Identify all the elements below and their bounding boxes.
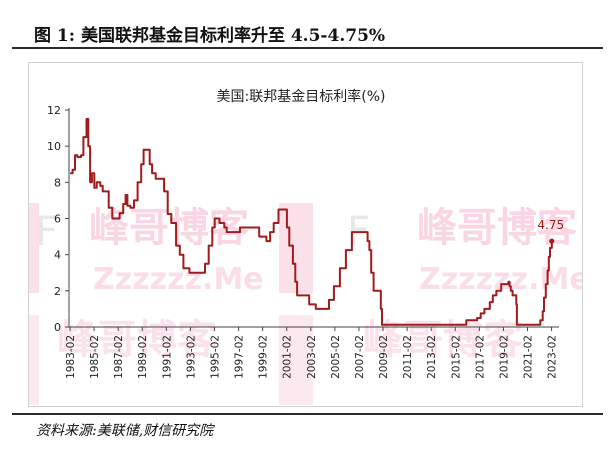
x-tick-label: 1989-02 — [137, 335, 149, 379]
source-note: 资料来源:美联储,财信研究院 — [36, 423, 214, 439]
data-label-marker — [549, 238, 555, 244]
y-tick-label: 4 — [54, 249, 61, 262]
watermark-block — [5, 315, 39, 405]
watermark-block — [279, 315, 313, 405]
x-tick-label: 1997-02 — [234, 335, 246, 379]
x-tick-label: 1993-02 — [185, 335, 197, 379]
chart-frame: 峰哥博客 峰哥博客 峰哥博客 峰哥博客 Zzzzzz.Me Zzzzzz.Me F F 美国:… — [5, 62, 590, 407]
watermark-brand: 峰哥博客 — [57, 317, 217, 363]
y-tick-label: 2 — [54, 285, 61, 298]
watermark-url: Zzzzzz.Me — [93, 262, 264, 297]
x-tick-label: 2013-02 — [426, 335, 438, 379]
data-label: 4.75 — [537, 218, 564, 232]
bottom-rule — [12, 413, 603, 415]
x-tick-label: 2001-02 — [282, 335, 294, 379]
y-tick-label: 12 — [47, 104, 61, 117]
x-tick-label: 2005-02 — [330, 335, 342, 379]
x-tick-label: 1987-02 — [113, 335, 125, 379]
x-tick-label: 2023-02 — [547, 335, 559, 379]
x-tick-label: 2011-02 — [402, 335, 414, 379]
axes: 0 2 4 6 8 10 12 1983-02 1985-02 1987-02 1989-02 199… — [47, 104, 559, 379]
x-tick-label: 1985-02 — [89, 335, 101, 379]
x-tick-label: 1999-02 — [258, 335, 270, 379]
x-tick-label: 2015-02 — [450, 335, 462, 379]
x-tick-label: 2019-02 — [498, 335, 510, 379]
y-tick-label: 10 — [47, 140, 61, 153]
series-line — [70, 118, 553, 326]
x-tick-label: 2003-02 — [306, 335, 318, 379]
x-tick-label: 1995-02 — [209, 335, 221, 379]
figure-title: 图 1: 美国联邦基金目标利率升至 4.5-4.75% — [34, 26, 386, 46]
watermark-letter: F — [35, 209, 58, 255]
y-tick-label: 6 — [54, 213, 61, 226]
x-tick-label: 2017-02 — [474, 335, 486, 379]
watermark-url: Zzzzzz.Me — [419, 262, 582, 297]
x-tick-label: 2009-02 — [378, 335, 390, 379]
x-tick-label: 1983-02 — [65, 335, 77, 379]
y-tick-label: 0 — [54, 321, 61, 334]
series-layer — [70, 118, 553, 326]
chart-title: 美国:联邦基金目标利率(%) — [217, 88, 386, 105]
x-tick-label: 2007-02 — [354, 335, 366, 379]
watermark-brand: 峰哥博客 — [89, 205, 249, 251]
x-tick-label: 2021-02 — [522, 335, 534, 379]
y-tick-label: 8 — [54, 176, 61, 189]
x-tick-label: 1991-02 — [161, 335, 173, 379]
annotation-layer: 4.75 — [537, 218, 564, 244]
watermark-brand: 峰哥博客 — [417, 205, 577, 251]
top-rule — [12, 47, 603, 49]
